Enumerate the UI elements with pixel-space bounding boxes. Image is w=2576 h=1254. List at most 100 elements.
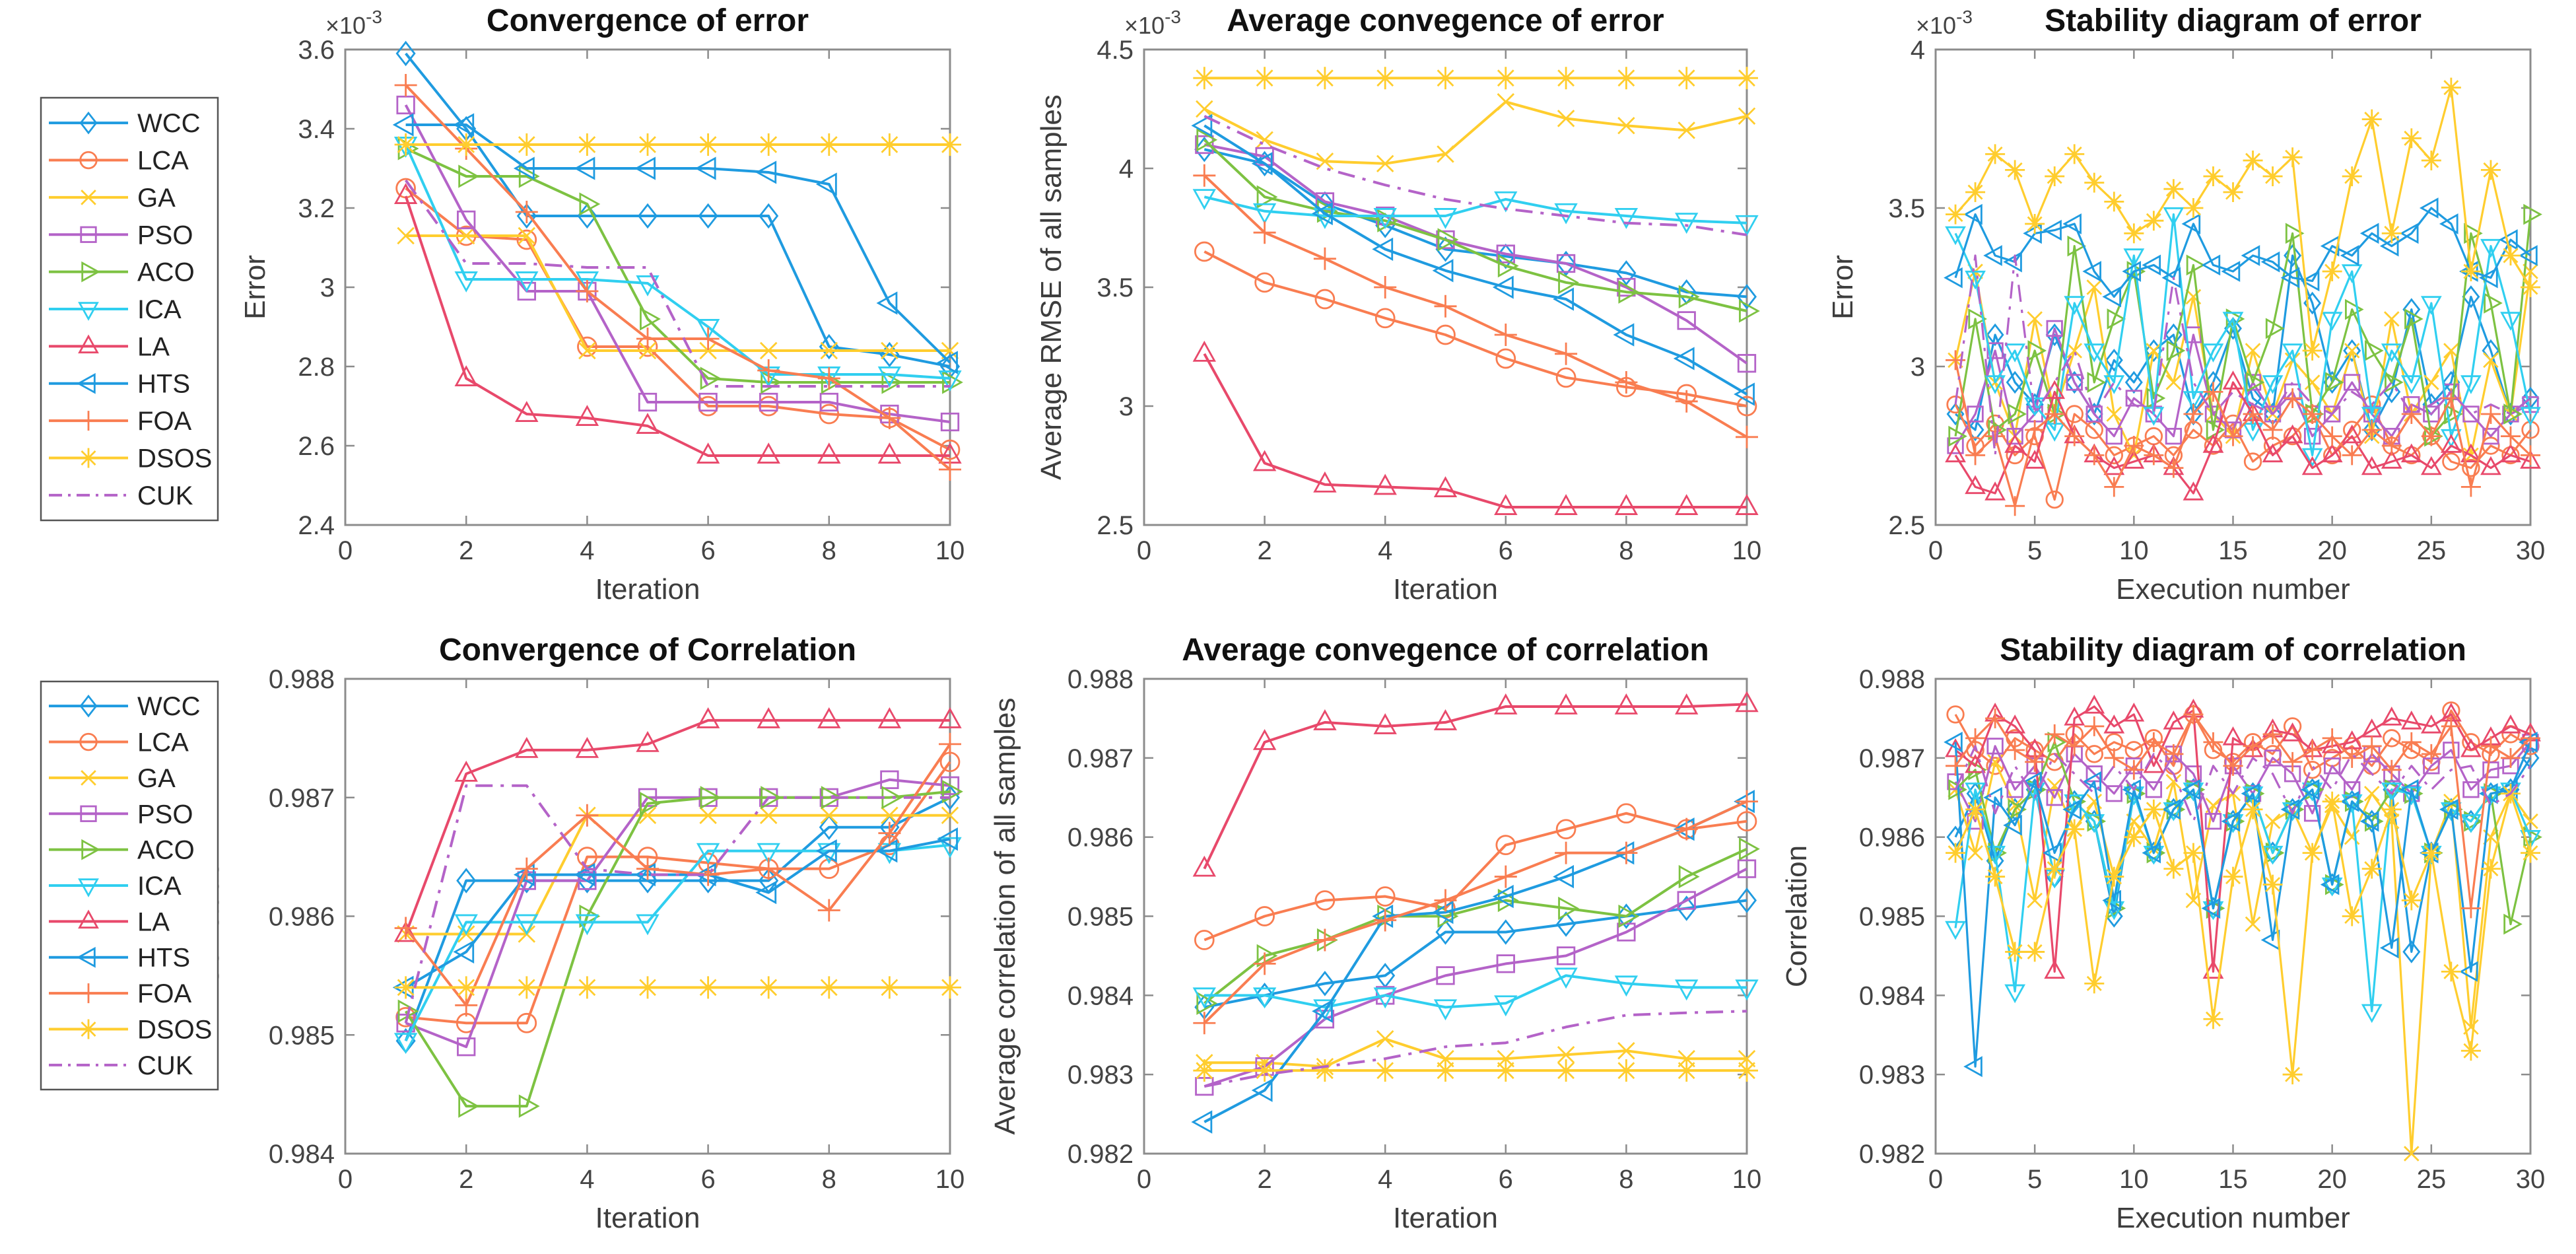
triangle-right-marker bbox=[1618, 904, 1640, 928]
triangle-up-marker bbox=[1614, 693, 1639, 714]
x-marker bbox=[2245, 343, 2261, 359]
x-marker bbox=[1376, 155, 1394, 173]
x-marker bbox=[2245, 916, 2261, 932]
diamond-marker bbox=[2402, 940, 2421, 963]
square-marker bbox=[940, 776, 960, 795]
plus-marker bbox=[878, 821, 901, 845]
plus-marker bbox=[79, 411, 98, 431]
x-tick-label: 10 bbox=[2119, 1165, 2149, 1194]
triangle-up-marker bbox=[817, 707, 841, 728]
x-tick-label: 2 bbox=[459, 1165, 473, 1194]
square-marker bbox=[2006, 427, 2023, 445]
square-marker bbox=[2443, 742, 2460, 759]
triangle-up-marker bbox=[1192, 855, 1216, 877]
plus-marker bbox=[636, 328, 659, 350]
triangle-left-marker bbox=[1492, 275, 1514, 299]
legend-label: LCA bbox=[137, 728, 189, 757]
series-lca bbox=[1194, 803, 1757, 950]
legend-item-hts: HTS bbox=[49, 370, 190, 399]
triangle-left-marker bbox=[1944, 731, 1963, 753]
series-pso bbox=[1195, 859, 1757, 1096]
square-marker bbox=[1737, 354, 1757, 373]
circle-marker bbox=[2521, 421, 2540, 439]
plus-marker bbox=[394, 917, 417, 940]
series-line bbox=[1203, 703, 1747, 870]
legend-label: ICA bbox=[137, 295, 182, 324]
triangle-down-marker bbox=[2500, 312, 2521, 331]
triangle-up-marker bbox=[2341, 424, 2363, 444]
asterisk-marker bbox=[2401, 128, 2422, 149]
triangle-up-marker bbox=[2202, 959, 2224, 979]
asterisk-marker bbox=[2342, 906, 2362, 926]
plus-marker bbox=[1965, 445, 1986, 466]
plus-marker bbox=[2342, 445, 2362, 466]
triangle-left-marker bbox=[2439, 213, 2458, 234]
diamond-marker bbox=[1736, 284, 1757, 310]
x-marker bbox=[2363, 785, 2380, 802]
series-dsos bbox=[1946, 77, 2540, 361]
plus-marker bbox=[2203, 382, 2223, 402]
triangle-right-marker bbox=[2285, 223, 2305, 244]
plus-marker bbox=[1736, 790, 1758, 813]
y-tick-label: 0.988 bbox=[1068, 665, 1134, 694]
plus-marker bbox=[1946, 755, 1966, 776]
triangle-down-marker bbox=[2460, 375, 2482, 394]
x-tick-label: 0 bbox=[1928, 536, 1943, 565]
square-marker bbox=[2006, 781, 2023, 798]
y-tick-label: 0.988 bbox=[269, 665, 335, 694]
x-marker bbox=[638, 806, 657, 824]
triangle-left-marker bbox=[1432, 900, 1454, 924]
triangle-left-marker bbox=[1734, 382, 1755, 406]
asterisk-marker bbox=[2084, 172, 2105, 193]
square-marker bbox=[2324, 757, 2341, 775]
series-line bbox=[404, 784, 950, 1024]
plot-box bbox=[344, 678, 951, 1155]
plus-marker bbox=[2480, 736, 2501, 756]
x-marker bbox=[1678, 122, 1695, 139]
triangle-up-marker bbox=[2242, 738, 2264, 757]
plus-marker bbox=[2144, 445, 2164, 466]
series-foa bbox=[1946, 350, 2540, 516]
triangle-left-marker bbox=[2161, 798, 2181, 820]
x-marker bbox=[1617, 1041, 1635, 1060]
triangle-right-marker bbox=[1437, 228, 1459, 252]
plus-marker bbox=[757, 359, 780, 382]
x-marker bbox=[1376, 1030, 1394, 1048]
triangle-left-marker bbox=[2003, 251, 2022, 273]
plus-marker bbox=[2064, 426, 2085, 446]
triangle-down-marker bbox=[2004, 984, 2026, 1004]
triangle-down-marker bbox=[2282, 343, 2303, 363]
series-aco bbox=[397, 137, 963, 394]
legend-label: CUK bbox=[137, 481, 193, 510]
triangle-down-marker bbox=[1614, 975, 1639, 997]
x-axis-label: Execution number bbox=[2116, 1202, 2350, 1234]
triangle-left-marker bbox=[2003, 814, 2022, 836]
series-lca bbox=[1194, 241, 1757, 417]
triangle-left-marker bbox=[2379, 937, 2399, 959]
triangle-down-marker bbox=[2400, 375, 2422, 394]
triangle-up-marker bbox=[2282, 424, 2303, 444]
series-hts bbox=[1944, 731, 2538, 1078]
asterisk-marker bbox=[1736, 1059, 1758, 1082]
plus-marker bbox=[1374, 909, 1397, 932]
triangle-up-marker bbox=[1675, 693, 1699, 714]
triangle-right-marker bbox=[2107, 308, 2126, 330]
square-marker bbox=[2145, 781, 2163, 798]
x-marker bbox=[1497, 92, 1515, 111]
asterisk-marker bbox=[2421, 843, 2441, 863]
plus-marker bbox=[1374, 276, 1397, 298]
chart-title: Stability diagram of correlation bbox=[2000, 633, 2466, 668]
circle-marker bbox=[577, 336, 597, 357]
triangle-up-marker bbox=[2163, 711, 2185, 730]
chart-title: Stability diagram of error bbox=[2045, 3, 2422, 38]
triangle-right-marker bbox=[2385, 372, 2404, 393]
x-tick-label: 0 bbox=[1137, 1165, 1151, 1194]
asterisk-marker bbox=[757, 133, 780, 156]
x-tick-label: 4 bbox=[580, 1165, 594, 1194]
series-aco bbox=[397, 780, 963, 1118]
plus-marker bbox=[2223, 755, 2243, 776]
asterisk-marker bbox=[2302, 843, 2322, 863]
square-marker bbox=[1677, 891, 1696, 910]
triangle-down-marker bbox=[2024, 397, 2046, 417]
x-axis-label: Iteration bbox=[1393, 573, 1498, 606]
